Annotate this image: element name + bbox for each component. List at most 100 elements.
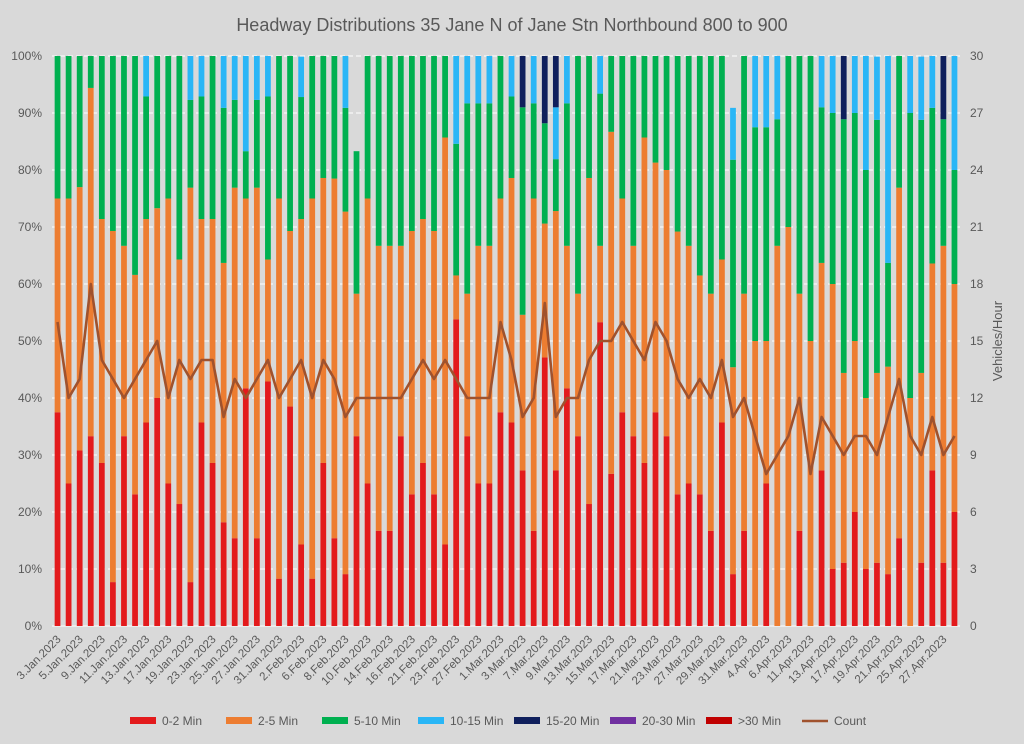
bar-segment bbox=[696, 56, 703, 276]
bar-segment bbox=[76, 56, 83, 188]
bar-segment bbox=[486, 483, 493, 626]
bar-segment bbox=[929, 263, 936, 471]
bar-segment bbox=[840, 119, 847, 373]
bar-segment bbox=[597, 245, 604, 323]
bar-segment bbox=[98, 462, 105, 626]
bar-segment bbox=[564, 103, 570, 246]
bar-segment bbox=[840, 372, 847, 563]
bar-segment bbox=[176, 259, 183, 505]
bar-segment bbox=[397, 245, 404, 437]
bar-segment bbox=[763, 341, 770, 484]
bar-segment bbox=[741, 530, 747, 626]
bar-segment bbox=[807, 341, 814, 626]
chart-title: Headway Distributions 35 Jane N of Jane … bbox=[236, 15, 787, 35]
bar-segment bbox=[198, 56, 205, 97]
bar-segment bbox=[364, 483, 371, 626]
bar-segment bbox=[564, 388, 570, 626]
y2-tick-label: 6 bbox=[970, 505, 977, 519]
bar-segment bbox=[353, 293, 360, 437]
legend-swatch bbox=[514, 717, 540, 724]
bar-segment bbox=[265, 96, 271, 260]
bar-segment bbox=[320, 462, 327, 626]
bar-segment bbox=[774, 245, 781, 626]
bar-segment bbox=[796, 530, 803, 626]
bar-segment bbox=[165, 483, 172, 626]
bar-segment bbox=[619, 412, 626, 626]
stacked-bars bbox=[54, 56, 958, 626]
bar-segment bbox=[497, 198, 504, 413]
bar-segment bbox=[641, 56, 648, 138]
bar-segment bbox=[896, 56, 902, 188]
bar-segment bbox=[431, 56, 437, 231]
bar-segment bbox=[198, 96, 205, 220]
bar-segment bbox=[154, 398, 161, 626]
bar-segment bbox=[386, 530, 393, 626]
bar-segment bbox=[76, 187, 83, 451]
bar-segment bbox=[98, 56, 105, 220]
bar-segment bbox=[796, 56, 803, 294]
bar-segment bbox=[508, 177, 515, 423]
bar-segment bbox=[652, 56, 659, 163]
bar-segment bbox=[630, 56, 637, 246]
bar-segment bbox=[785, 227, 792, 626]
bar-segment bbox=[408, 230, 415, 495]
y2-tick-label: 24 bbox=[970, 163, 984, 177]
bar-segment bbox=[851, 56, 858, 113]
bar-segment bbox=[287, 406, 293, 626]
legend-label: 10-15 Min bbox=[450, 714, 503, 728]
bar-segment bbox=[530, 530, 537, 626]
bar-segment bbox=[696, 275, 703, 495]
bar-segment bbox=[121, 436, 127, 626]
bar-segment bbox=[586, 504, 592, 626]
bar-segment bbox=[818, 262, 825, 471]
bar-segment bbox=[464, 436, 471, 626]
bar-segment bbox=[298, 219, 305, 545]
bar-segment bbox=[209, 56, 216, 220]
bar-segment bbox=[818, 107, 825, 263]
bar-segment bbox=[176, 56, 183, 260]
bar-segment bbox=[110, 56, 116, 231]
bar-segment bbox=[840, 56, 847, 120]
bar-segment bbox=[54, 198, 61, 413]
bar-segment bbox=[575, 56, 581, 294]
bar-segment bbox=[464, 293, 471, 437]
bar-segment bbox=[519, 314, 526, 471]
bar-segment bbox=[719, 259, 725, 423]
bar-segment bbox=[719, 422, 725, 626]
bar-segment bbox=[375, 530, 382, 626]
bar-segment bbox=[885, 574, 891, 626]
bar-segment bbox=[896, 187, 902, 539]
y-tick-label: 20% bbox=[18, 505, 42, 519]
bar-segment bbox=[730, 107, 736, 160]
bar-segment bbox=[685, 245, 692, 484]
bar-segment bbox=[375, 56, 382, 246]
bar-segment bbox=[829, 569, 836, 626]
bar-segment bbox=[851, 341, 858, 512]
y-tick-label: 90% bbox=[18, 106, 42, 120]
bar-segment bbox=[541, 223, 548, 358]
bar-segment bbox=[707, 530, 714, 626]
bar-segment bbox=[165, 56, 172, 199]
bar-segment bbox=[253, 538, 260, 626]
bar-segment bbox=[242, 388, 249, 626]
legend-label: 20-30 Min bbox=[642, 714, 695, 728]
bar-segment bbox=[652, 412, 659, 626]
bar-segment bbox=[287, 230, 293, 407]
bar-segment bbox=[198, 422, 205, 626]
y2-tick-label: 0 bbox=[970, 619, 977, 633]
legend-label: 0-2 Min bbox=[162, 714, 202, 728]
bar-segment bbox=[874, 562, 880, 626]
bar-segment bbox=[431, 494, 437, 626]
bar-segment bbox=[253, 99, 260, 188]
bar-segment bbox=[907, 113, 914, 398]
bar-segment bbox=[763, 127, 770, 341]
bar-segment bbox=[829, 56, 836, 113]
bar-segment bbox=[597, 322, 604, 626]
legend-swatch bbox=[226, 717, 252, 724]
bar-segment bbox=[132, 274, 138, 495]
bar-segment bbox=[132, 56, 138, 275]
bar-segment bbox=[54, 56, 61, 199]
bar-segment bbox=[453, 143, 460, 276]
bar-segment bbox=[375, 245, 382, 531]
bar-segment bbox=[951, 56, 958, 170]
